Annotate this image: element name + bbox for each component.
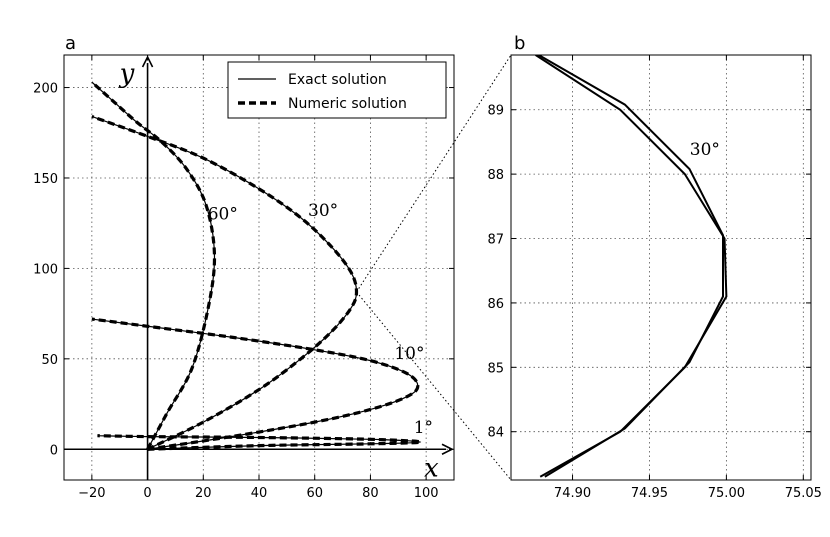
numeric-curve-zoom — [535, 55, 728, 478]
y-axis-variable-label: y — [119, 59, 135, 89]
numeric-curve-10deg — [91, 317, 420, 451]
legend: Exact solution Numeric solution — [227, 61, 447, 119]
curve-angle-label: 60° — [208, 205, 238, 225]
panel-b-annotations: 30° — [690, 140, 720, 160]
curve-angle-label: 10° — [394, 344, 424, 364]
y-tick-label: 0 — [50, 443, 58, 458]
x-tick-label: 75.05 — [785, 486, 822, 501]
x-tick-label: 75.00 — [708, 486, 745, 501]
y-tick-label: 200 — [33, 82, 58, 97]
y-tick-label: 85 — [487, 361, 504, 376]
legend-entry-label: Numeric solution — [288, 96, 407, 112]
zoom-angle-label: 30° — [690, 140, 720, 160]
exact-curve-10deg — [91, 318, 419, 450]
legend-entry-label: Exact solution — [288, 72, 387, 88]
curve-angle-label: 1° — [414, 418, 433, 438]
zoom-connector-bottom — [356, 291, 512, 481]
panel-a-annotations: 60° 30° 10° 1° — [208, 201, 433, 438]
panel-b-curves — [535, 55, 728, 478]
panel-b-frame — [510, 54, 812, 481]
x-tick-label: 60 — [306, 486, 323, 501]
x-tick-label: 20 — [195, 486, 212, 501]
exact-curve-30deg — [91, 115, 358, 450]
numeric-curve-1deg — [97, 434, 423, 451]
panel-b: 74.90 74.95 75.00 75.05 84 85 86 87 88 89 30° b — [487, 33, 821, 501]
x-tick-label: 0 — [143, 486, 151, 501]
x-tick-label: 80 — [362, 486, 379, 501]
x-tick-label: 40 — [251, 486, 268, 501]
y-tick-label: 87 — [487, 233, 504, 248]
panel-b-grid — [511, 55, 811, 480]
x-tick-label: 74.90 — [554, 486, 591, 501]
panel-b-ticks: 74.90 74.95 75.00 75.05 84 85 86 87 88 89 — [487, 55, 822, 501]
numeric-curve-60deg — [90, 80, 217, 451]
y-tick-label: 100 — [33, 262, 58, 277]
y-tick-label: 89 — [487, 104, 504, 119]
x-tick-label: −20 — [78, 486, 105, 501]
panel-b-label: b — [514, 33, 525, 54]
zoom-connector-lines — [356, 54, 512, 481]
zoom-connector-top — [356, 54, 512, 293]
panel-a-curves — [90, 80, 423, 451]
y-tick-label: 84 — [487, 426, 504, 441]
panel-a-ticks: −20 0 20 40 60 80 100 0 50 100 150 200 — [33, 55, 454, 501]
y-tick-label: 88 — [487, 168, 504, 183]
panel-a-grid — [64, 55, 454, 480]
panel-a-label: a — [65, 33, 76, 54]
y-tick-label: 150 — [33, 172, 58, 187]
x-axis-variable-label: x — [424, 453, 439, 483]
exact-curve-zoom — [538, 55, 724, 478]
curve-angle-label: 30° — [308, 201, 338, 221]
numeric-curve-30deg — [91, 114, 359, 451]
panel-a-axes: xy — [64, 55, 454, 483]
x-tick-label: 100 — [414, 486, 439, 501]
legend-box — [227, 61, 447, 119]
y-tick-label: 86 — [487, 297, 504, 312]
x-tick-label: 74.95 — [631, 486, 668, 501]
y-tick-label: 50 — [41, 353, 58, 368]
